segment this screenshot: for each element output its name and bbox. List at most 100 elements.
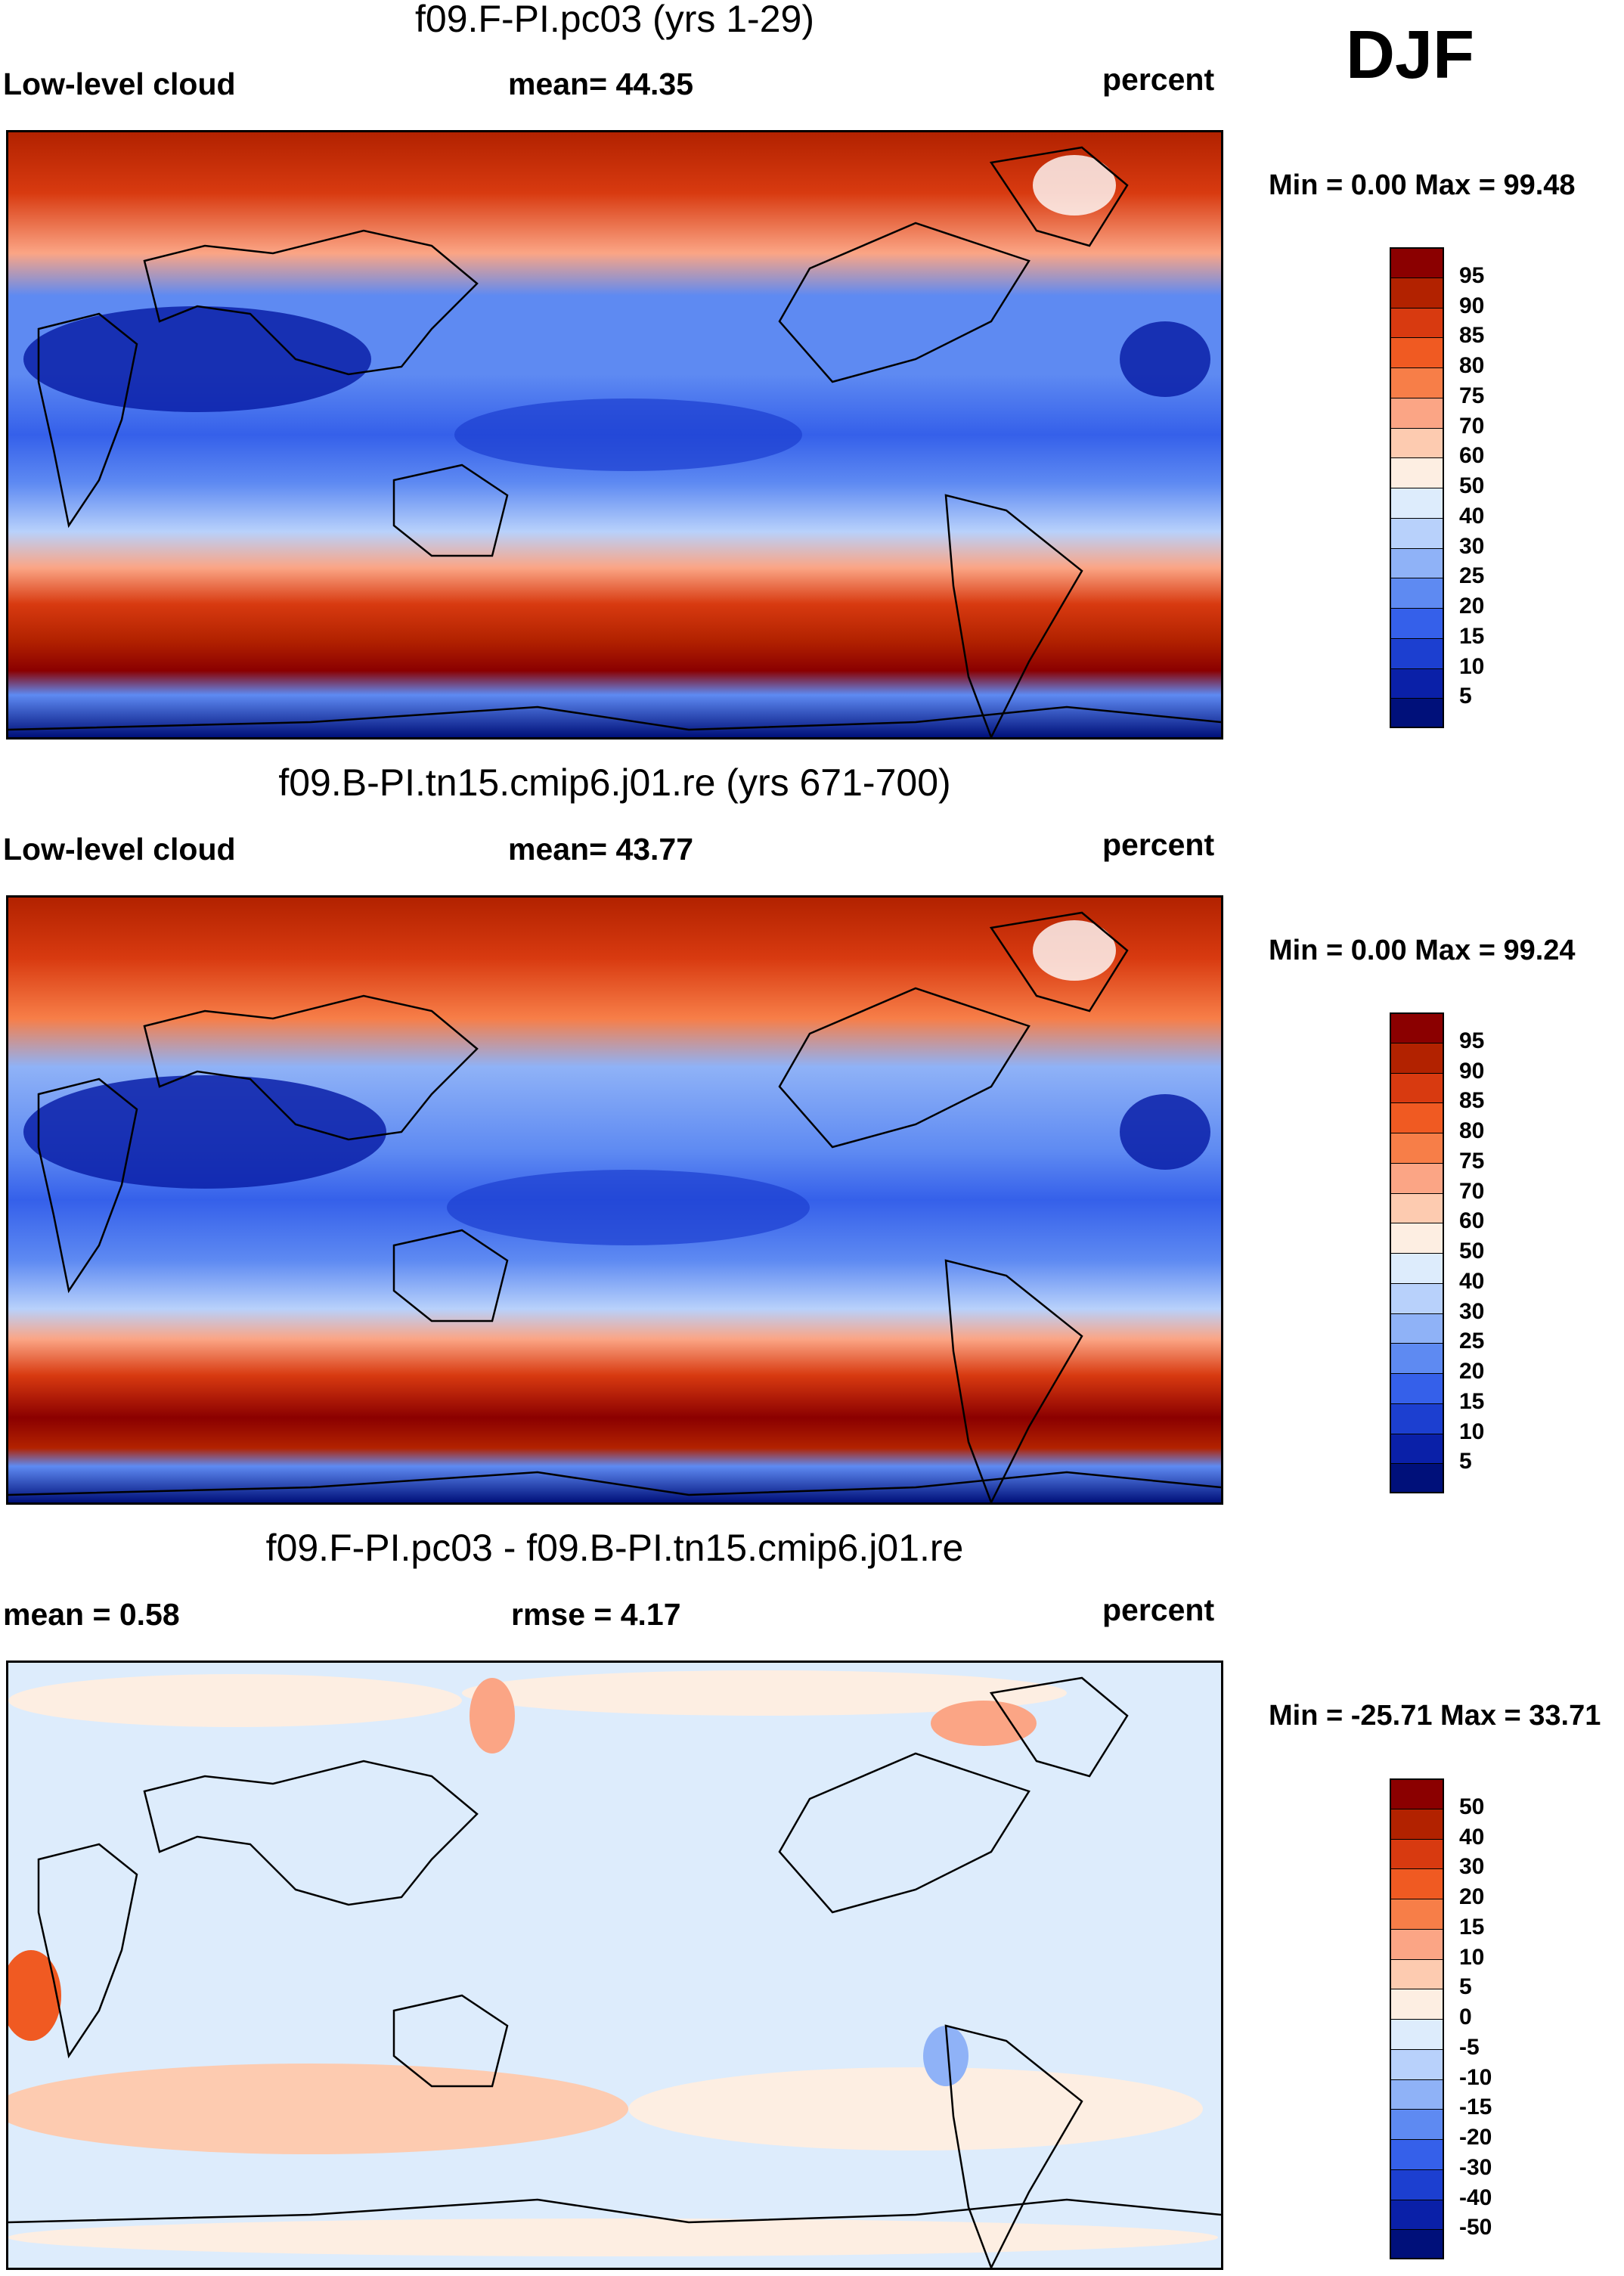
colorbar-tick-label: 25 bbox=[1459, 563, 1485, 589]
colorbar-tick-label: 80 bbox=[1459, 1118, 1485, 1143]
colorbar-segment bbox=[1390, 1223, 1444, 1253]
colorbar-tick-label: -5 bbox=[1459, 2034, 1480, 2060]
colorbar-tick-label: 95 bbox=[1459, 1028, 1485, 1053]
colorbar-tick-label: 15 bbox=[1459, 1914, 1485, 1940]
panel-2-variable-label: Low-level cloud bbox=[3, 832, 236, 867]
colorbar-segment bbox=[1390, 1192, 1444, 1223]
panel-1-pacific-low bbox=[454, 398, 802, 471]
panel-1-variable-label: Low-level cloud bbox=[3, 67, 236, 101]
colorbar-tick-label: -40 bbox=[1459, 2185, 1492, 2210]
colorbar-tick-label: 30 bbox=[1459, 1854, 1485, 1880]
colorbar-segment bbox=[1390, 698, 1444, 728]
panel-3-map bbox=[6, 1660, 1223, 2270]
panel-1-units-label: percent bbox=[1102, 62, 1215, 97]
colorbar-tick-label: 5 bbox=[1459, 1974, 1472, 2000]
colorbar-tick-label: 40 bbox=[1459, 503, 1485, 529]
panel-2-minmax: Min = 0.00 Max = 99.24 bbox=[1269, 935, 1576, 966]
panel-3-warm-spot-1 bbox=[8, 1950, 61, 2041]
panel-3-mean-label: mean = 0.58 bbox=[3, 1597, 180, 1632]
colorbar-segment bbox=[1390, 1403, 1444, 1434]
season-label: DJF bbox=[1346, 17, 1475, 93]
panel-3-warm-band-4 bbox=[628, 2067, 1203, 2150]
colorbar-tick-label: 70 bbox=[1459, 1178, 1485, 1204]
panel-3-cool-spot-1 bbox=[923, 2026, 969, 2086]
panel-2-title: f09.B-PI.tn15.cmip6.j01.re (yrs 671-700) bbox=[278, 761, 951, 804]
colorbar-segment bbox=[1390, 2229, 1444, 2259]
panel-3-warm-spot-2 bbox=[931, 1701, 1037, 1746]
colorbar-tick-label: -50 bbox=[1459, 2215, 1492, 2240]
colorbar-segment bbox=[1390, 1102, 1444, 1133]
colorbar-tick-label: 10 bbox=[1459, 653, 1485, 679]
panel-2-map bbox=[6, 895, 1223, 1505]
panel-1-greenland bbox=[1033, 155, 1116, 216]
colorbar-segment bbox=[1390, 2109, 1444, 2139]
colorbar-tick-label: 10 bbox=[1459, 1944, 1485, 1970]
colorbar-segment bbox=[1390, 2169, 1444, 2200]
colorbar-segment bbox=[1390, 367, 1444, 398]
colorbar-segment bbox=[1390, 397, 1444, 428]
panel-3-field bbox=[8, 1663, 1221, 2268]
colorbar-segment bbox=[1390, 1868, 1444, 1899]
panel-2-atlantic-dry bbox=[1120, 1094, 1210, 1170]
panel-2-pacific-low bbox=[447, 1170, 810, 1245]
colorbar-segment bbox=[1390, 1373, 1444, 1403]
colorbar-segment bbox=[1390, 2048, 1444, 2079]
colorbar-segment bbox=[1390, 1133, 1444, 1163]
colorbar-tick-label: 90 bbox=[1459, 293, 1485, 318]
colorbar-tick-label: 75 bbox=[1459, 383, 1485, 408]
panel-3-warm-band-5 bbox=[8, 2219, 1218, 2256]
colorbar-segment bbox=[1390, 247, 1444, 278]
panel-3-minmax: Min = -25.71 Max = 33.71 bbox=[1269, 1700, 1601, 1732]
colorbar-tick-label: 5 bbox=[1459, 1449, 1472, 1474]
panel-1-title: f09.F-PI.pc03 (yrs 1-29) bbox=[415, 0, 814, 40]
colorbar-segment bbox=[1390, 1343, 1444, 1373]
colorbar-segment bbox=[1390, 668, 1444, 699]
colorbar-tick-label: 85 bbox=[1459, 323, 1485, 349]
colorbar-tick-label: 30 bbox=[1459, 533, 1485, 559]
colorbar-segment bbox=[1390, 277, 1444, 308]
colorbar-tick-label: 85 bbox=[1459, 1088, 1485, 1114]
colorbar-tick-label: 95 bbox=[1459, 262, 1485, 288]
colorbar-segment bbox=[1390, 1042, 1444, 1073]
panel-3-warm-band-3 bbox=[8, 2064, 628, 2154]
colorbar-tick-label: 90 bbox=[1459, 1058, 1485, 1084]
colorbar-tick-label: 30 bbox=[1459, 1298, 1485, 1324]
colorbar-tick-label: 50 bbox=[1459, 1239, 1485, 1264]
colorbar-segment bbox=[1390, 2019, 1444, 2049]
colorbar-segment bbox=[1390, 427, 1444, 458]
colorbar-tick-label: 70 bbox=[1459, 413, 1485, 439]
colorbar-segment bbox=[1390, 1253, 1444, 1283]
panel-1-minmax: Min = 0.00 Max = 99.48 bbox=[1269, 169, 1576, 201]
colorbar-segment bbox=[1390, 1012, 1444, 1043]
colorbar-segment bbox=[1390, 1433, 1444, 1464]
colorbar-segment bbox=[1390, 1463, 1444, 1493]
panel-1-map bbox=[6, 130, 1223, 740]
colorbar-tick-label: 20 bbox=[1459, 1359, 1485, 1384]
colorbar-tick-label: 0 bbox=[1459, 2005, 1472, 2029]
colorbar-segment bbox=[1390, 2079, 1444, 2110]
panel-1-atlantic-dry bbox=[1120, 321, 1210, 397]
panel-2-colorbar bbox=[1390, 1012, 1444, 1493]
colorbar-tick-label: 50 bbox=[1459, 1794, 1485, 1819]
colorbar-tick-label: 25 bbox=[1459, 1329, 1485, 1354]
colorbar-segment bbox=[1390, 307, 1444, 338]
colorbar-tick-label: 5 bbox=[1459, 684, 1472, 709]
panel-3-warm-band-2 bbox=[462, 1670, 1067, 1716]
colorbar-tick-label: -15 bbox=[1459, 2095, 1492, 2120]
colorbar-tick-label: -10 bbox=[1459, 2064, 1492, 2090]
colorbar-tick-label: 15 bbox=[1459, 1388, 1485, 1414]
colorbar-segment bbox=[1390, 488, 1444, 518]
panel-3-coastlines bbox=[8, 1676, 1221, 2268]
colorbar-segment bbox=[1390, 1899, 1444, 1929]
panel-3-title: f09.F-PI.pc03 - f09.B-PI.tn15.cmip6.j01.… bbox=[265, 1527, 964, 1569]
panel-2-coastlines bbox=[8, 911, 1221, 1502]
colorbar-segment bbox=[1390, 1313, 1444, 1344]
colorbar-segment bbox=[1390, 1162, 1444, 1193]
colorbar-tick-label: 15 bbox=[1459, 623, 1485, 649]
colorbar-segment bbox=[1390, 517, 1444, 548]
colorbar-tick-label: 50 bbox=[1459, 473, 1485, 498]
colorbar-segment bbox=[1390, 1989, 1444, 2019]
colorbar-tick-label: 40 bbox=[1459, 1824, 1485, 1850]
colorbar-segment bbox=[1390, 1778, 1444, 1809]
panel-3-warm-band-1 bbox=[8, 1674, 462, 1727]
